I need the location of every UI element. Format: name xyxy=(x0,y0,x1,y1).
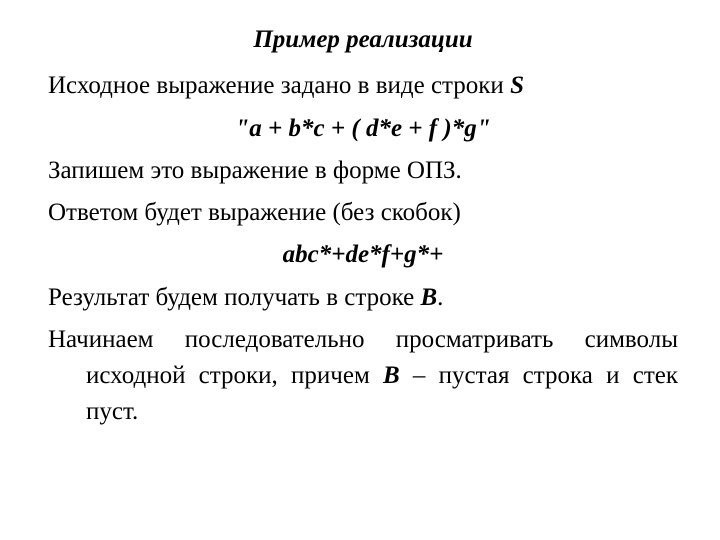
document-page: Пример реализации Исходное выражение зад… xyxy=(0,0,720,540)
result-line: Результат будем получать в строке B. xyxy=(48,280,678,316)
result-text: Результат будем получать в строке xyxy=(48,284,420,311)
result-post: . xyxy=(437,284,443,311)
variable-b-1: B xyxy=(420,284,437,311)
procedure-paragraph: Начинаем последовательно просматривать с… xyxy=(48,322,678,431)
opz-line: Запишем это выражение в форме ОПЗ. xyxy=(48,153,678,189)
infix-expression: "a + b*c + ( d*e + f )*g" xyxy=(235,115,490,142)
rpn-expression: abc*+de*f+g*+ xyxy=(283,241,444,268)
variable-b-2: B xyxy=(383,362,400,389)
intro-line: Исходное выражение задано в виде строки … xyxy=(48,68,678,104)
answer-intro-line: Ответом будет выражение (без скобок) xyxy=(48,195,678,231)
rpn-expression-line: abc*+de*f+g*+ xyxy=(48,237,678,273)
page-title: Пример реализации xyxy=(48,22,678,58)
infix-expression-line: "a + b*c + ( d*e + f )*g" xyxy=(48,111,678,147)
intro-text: Исходное выражение задано в виде строки xyxy=(48,72,510,99)
variable-s: S xyxy=(510,72,524,99)
